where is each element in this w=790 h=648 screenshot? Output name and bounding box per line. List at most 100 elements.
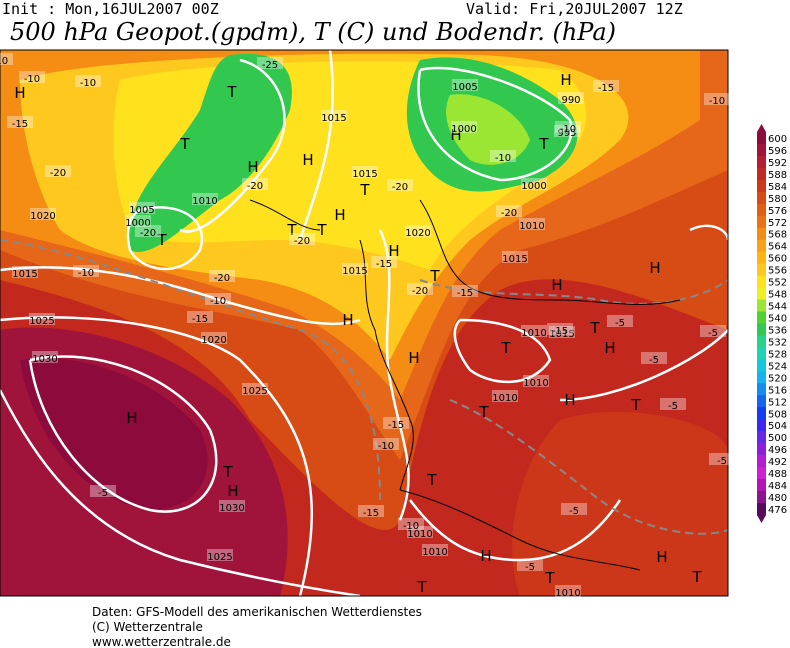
contour-label: 1005 [452, 82, 477, 93]
contour-label-bg [32, 351, 58, 363]
pressure-center: H [14, 84, 25, 102]
contour-label: -20 [412, 286, 428, 297]
colorbar-segment [757, 155, 766, 169]
colorbar-label: 556 [768, 266, 787, 277]
pressure-center: T [426, 471, 437, 489]
contour-label-bg [607, 315, 633, 327]
colorbar-segment [757, 491, 766, 504]
contour-label-bg [452, 285, 478, 297]
contour-label: 1030 [219, 503, 244, 514]
pressure-center: T [316, 221, 327, 239]
pressure-center: H [126, 409, 137, 427]
colorbar-label: 600 [768, 134, 787, 145]
contour-label-bg [496, 205, 522, 217]
contour-label-bg [593, 80, 619, 92]
valid-time: Valid: Fri,20JUL2007 12Z [466, 0, 683, 18]
map [0, 49, 729, 597]
colorbar-label: 500 [768, 433, 787, 444]
contour-label-bg [383, 417, 409, 429]
contour-label-bg [521, 178, 547, 190]
contour-label: -10 [403, 521, 419, 532]
contour-label-bg [373, 438, 399, 450]
pressure-center: T [478, 403, 489, 421]
contour-label: -15 [363, 508, 379, 519]
contour-label-bg [519, 218, 545, 230]
pressure-center: T [538, 135, 549, 153]
pressure-center: T [286, 221, 297, 239]
contour-label-bg [561, 503, 587, 515]
contour-label: -25 [262, 60, 278, 71]
contour-label-bg [125, 215, 151, 227]
pressure-center: H [656, 548, 667, 566]
contour-label: 1025 [207, 552, 232, 563]
contour-label-bg [358, 505, 384, 517]
contour-label-bg [19, 71, 45, 83]
contour-label-bg [405, 225, 431, 237]
contour-label-bg [407, 283, 433, 295]
contour-label: 1010 [519, 221, 544, 232]
colorbar-segment [757, 407, 766, 420]
contour-label: 1000 [451, 124, 476, 135]
contour-label: 1015 [502, 254, 527, 265]
contour-label: -10 [80, 78, 96, 89]
contour-label-bg [660, 398, 686, 410]
colorbar-label: 568 [768, 230, 787, 241]
contour-label: 1015 [352, 169, 377, 180]
colorbar-segment [757, 311, 766, 324]
colorbar-label: 528 [768, 349, 787, 360]
pressure-center: T [429, 267, 440, 285]
contour-label-bg [90, 485, 116, 497]
contour-label-bg [387, 179, 413, 191]
contour-label-bg [704, 93, 730, 105]
pressure-center: H [342, 311, 353, 329]
contour-label: 1020 [30, 211, 55, 222]
contour-label-bg [555, 121, 581, 133]
colorbar-label: 596 [768, 146, 787, 157]
colorbar-segment [757, 191, 766, 205]
pressure-center: H [564, 391, 575, 409]
contour-label: 1010 [192, 196, 217, 207]
contour-label: 1025 [29, 316, 54, 327]
contour-label-bg [641, 352, 667, 364]
pressure-center: H [408, 349, 419, 367]
contour-label: 1015 [321, 113, 346, 124]
colorbar-segment [757, 335, 766, 348]
contour-label: -5 [649, 355, 659, 366]
contour-label-bg [0, 53, 13, 65]
contour-label: -20 [140, 228, 156, 239]
pressure-center: T [691, 568, 702, 586]
contour-label: 1010 [521, 328, 546, 339]
colorbar-label: 496 [768, 445, 787, 456]
contour-label: 1030 [32, 354, 57, 365]
contour-label: -20 [294, 236, 310, 247]
contour-label-bg [12, 266, 38, 278]
contour-label: -10 [24, 74, 40, 85]
contour-label-bg [30, 208, 56, 220]
pressure-center: H [227, 482, 238, 500]
contour-label: -20 [392, 182, 408, 193]
contour-label: -15 [388, 420, 404, 431]
contour-label: -5 [525, 562, 535, 573]
pressure-center: T [222, 463, 233, 481]
colorbar-label: 548 [768, 290, 787, 301]
contour-label: 1010 [407, 529, 432, 540]
contour-label: -15 [598, 83, 614, 94]
contour-label: 1025 [242, 386, 267, 397]
contour-label: 1000 [521, 181, 546, 192]
contour-label-bg [523, 375, 549, 387]
contour-label: -20 [214, 273, 230, 284]
colorbar-label: 508 [768, 409, 787, 420]
colorbar-label: 532 [768, 337, 787, 348]
contour-label: -10 [0, 56, 8, 67]
contour-label: -20 [247, 181, 263, 192]
colorbar-label: 592 [768, 158, 787, 169]
contour-label-bg [558, 92, 584, 104]
contour-label-bg [29, 313, 55, 325]
contour-label-bg [352, 166, 378, 178]
colorbar-label: 584 [768, 182, 787, 193]
contour-label: -10 [378, 441, 394, 452]
colorbar-segment [757, 479, 766, 492]
footer-copyright: (C) Wetterzentrale [92, 620, 203, 634]
colorbar-segment [757, 239, 766, 253]
